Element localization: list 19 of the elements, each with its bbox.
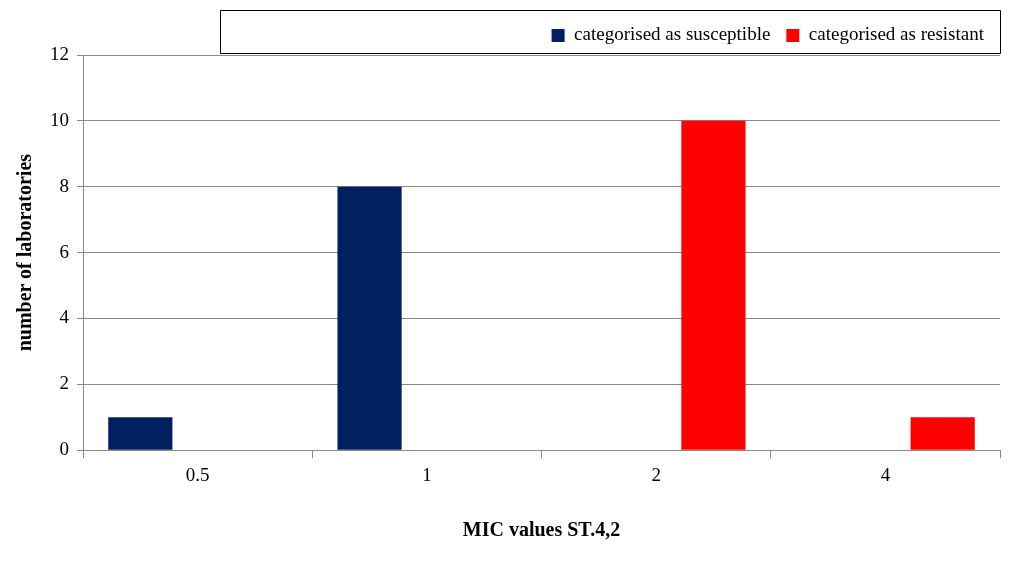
bar	[681, 120, 746, 450]
y-tick-label: 0	[59, 438, 69, 460]
x-tick-label: 1	[422, 463, 432, 485]
y-tick-label: 2	[59, 372, 69, 394]
y-tick-label: 6	[59, 240, 69, 262]
y-tick-label: 4	[59, 306, 70, 328]
x-axis-title: MIC values ST.4,2	[462, 518, 621, 541]
y-tick-label: 8	[59, 174, 69, 196]
y-tick-label: 10	[50, 108, 69, 130]
legend-label: categorised as resistant	[808, 23, 985, 45]
legend-label: categorised as susceptible	[574, 23, 771, 45]
y-axis-title: number of laboratories	[13, 153, 36, 352]
bar	[910, 417, 975, 450]
y-tick-label: 12	[50, 42, 69, 64]
bar	[108, 417, 173, 450]
bar	[337, 186, 402, 450]
x-tick-label: 2	[651, 463, 661, 485]
x-tick-label: 0.5	[185, 463, 210, 485]
x-tick-label: 4	[880, 463, 891, 485]
